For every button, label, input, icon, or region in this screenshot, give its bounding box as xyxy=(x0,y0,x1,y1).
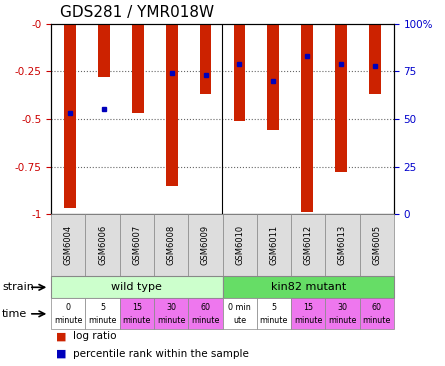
Text: 5: 5 xyxy=(271,303,276,311)
Text: minute: minute xyxy=(260,316,288,325)
Bar xyxy=(166,24,178,186)
Bar xyxy=(234,24,245,121)
Text: percentile rank within the sample: percentile rank within the sample xyxy=(73,349,249,359)
Text: minute: minute xyxy=(123,316,151,325)
Text: 30: 30 xyxy=(166,303,176,311)
Text: minute: minute xyxy=(328,316,356,325)
Text: 30: 30 xyxy=(337,303,348,311)
Bar xyxy=(132,24,144,113)
Text: GSM6011: GSM6011 xyxy=(269,225,279,265)
Bar xyxy=(200,24,211,94)
Text: 15: 15 xyxy=(132,303,142,311)
Text: GSM6007: GSM6007 xyxy=(132,225,142,265)
Text: GSM6013: GSM6013 xyxy=(338,225,347,265)
Text: GSM6005: GSM6005 xyxy=(372,225,381,265)
Text: strain: strain xyxy=(2,282,34,292)
Bar xyxy=(301,24,313,212)
Text: minute: minute xyxy=(191,316,219,325)
Text: ■: ■ xyxy=(56,349,66,359)
Text: minute: minute xyxy=(363,316,391,325)
Text: kin82 mutant: kin82 mutant xyxy=(271,282,346,292)
Text: minute: minute xyxy=(89,316,117,325)
Text: GSM6004: GSM6004 xyxy=(64,225,73,265)
Text: 60: 60 xyxy=(200,303,210,311)
Text: log ratio: log ratio xyxy=(73,331,117,341)
Bar xyxy=(267,24,279,130)
Text: GSM6012: GSM6012 xyxy=(303,225,313,265)
Text: 15: 15 xyxy=(303,303,313,311)
Text: 60: 60 xyxy=(372,303,382,311)
Text: GSM6009: GSM6009 xyxy=(201,225,210,265)
Text: time: time xyxy=(2,309,28,319)
Bar xyxy=(98,24,110,77)
Text: GSM6008: GSM6008 xyxy=(166,225,176,265)
Text: GSM6010: GSM6010 xyxy=(235,225,244,265)
Text: GSM6006: GSM6006 xyxy=(98,225,107,265)
Text: minute: minute xyxy=(157,316,185,325)
Text: minute: minute xyxy=(294,316,322,325)
Text: 5: 5 xyxy=(100,303,105,311)
Bar xyxy=(369,24,381,94)
Text: 0: 0 xyxy=(66,303,71,311)
Text: ute: ute xyxy=(233,316,246,325)
Text: GDS281 / YMR018W: GDS281 / YMR018W xyxy=(60,5,214,20)
Text: minute: minute xyxy=(54,316,82,325)
Text: 0 min: 0 min xyxy=(228,303,251,311)
Bar xyxy=(335,24,347,172)
Text: wild type: wild type xyxy=(111,282,162,292)
Bar xyxy=(64,24,76,208)
Text: ■: ■ xyxy=(56,331,66,341)
